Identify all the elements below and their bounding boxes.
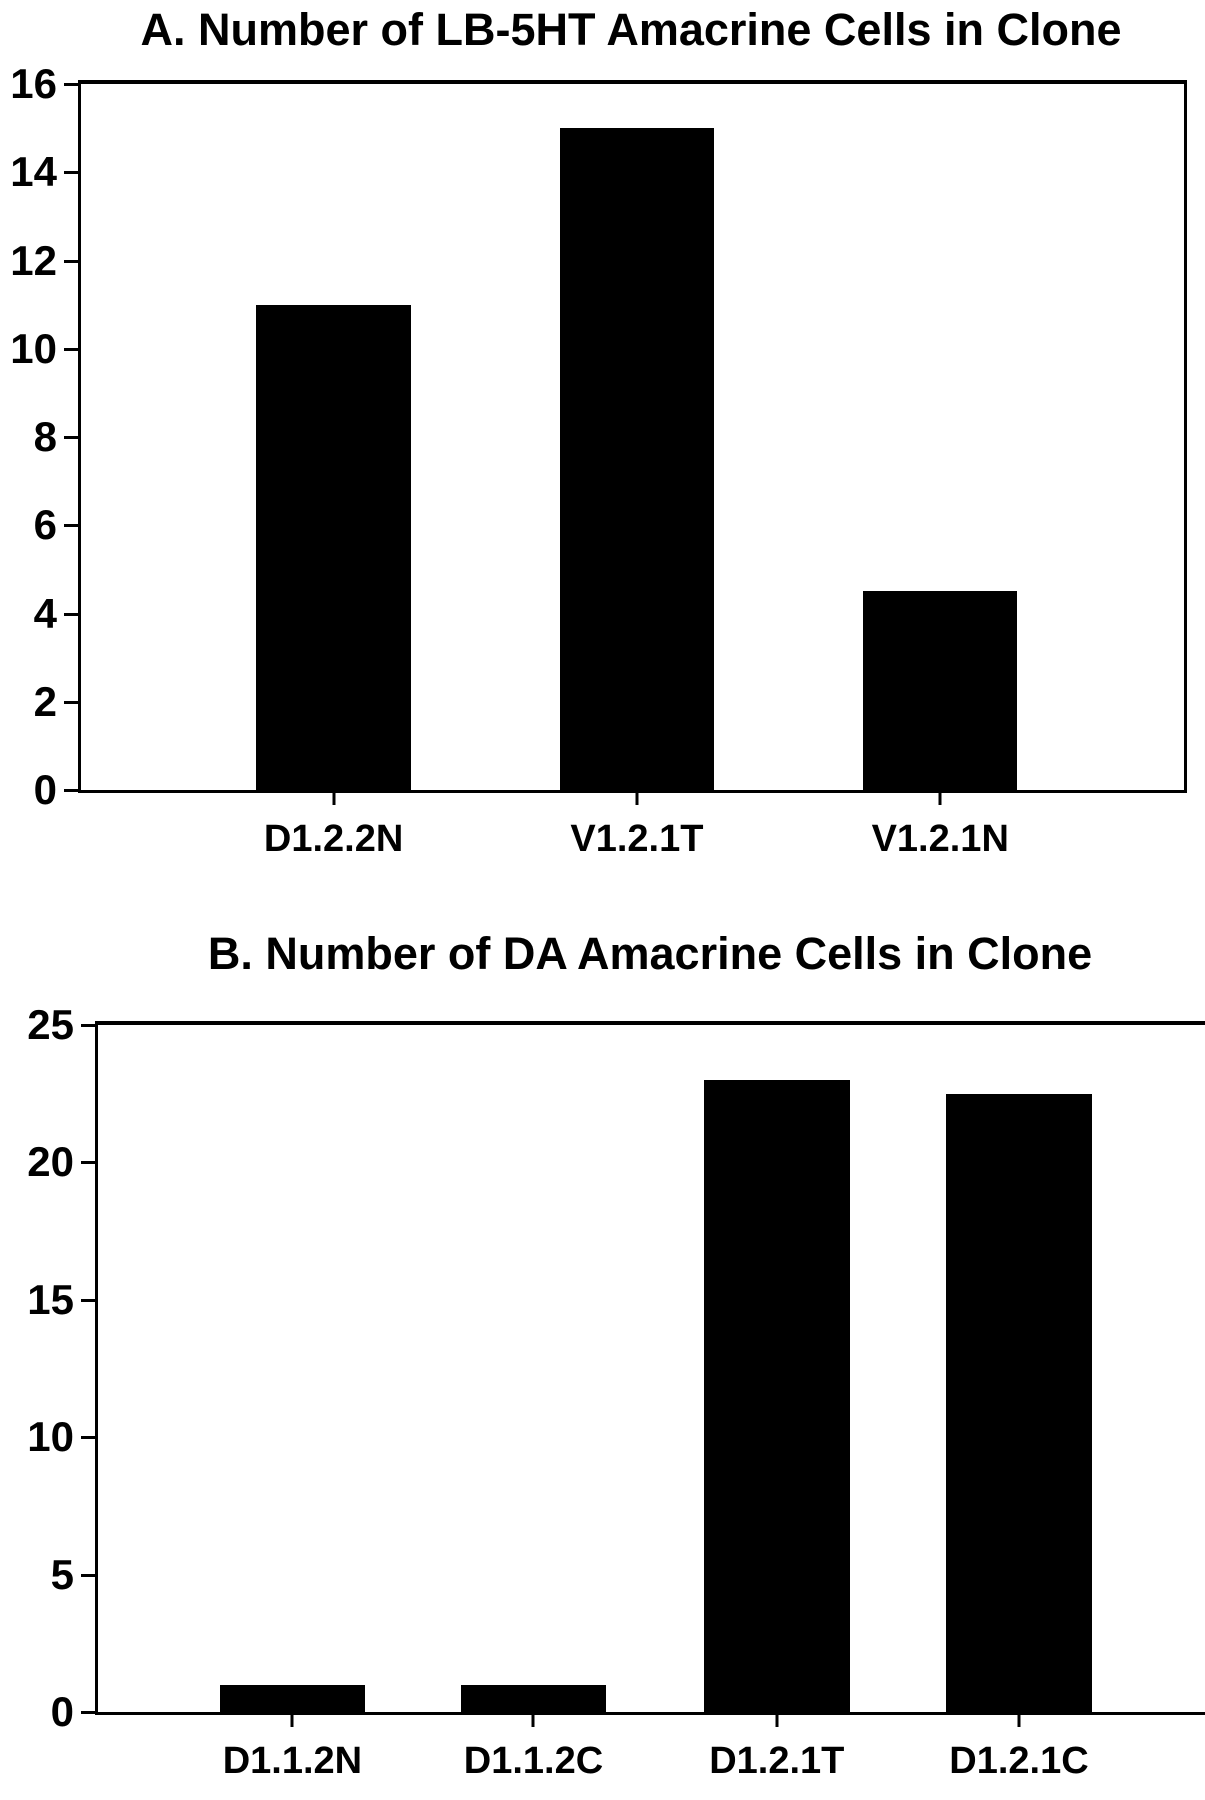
y-axis-tick-label: 5 xyxy=(50,1550,74,1598)
x-category-label-D1.2.1C: D1.2.1C xyxy=(949,1740,1089,1782)
x-category-label-D1.2.2N: D1.2.2N xyxy=(263,818,404,860)
chart-a-title: A. Number of LB-5HT Amacrine Cells in Cl… xyxy=(140,4,1122,55)
chart-b-title: B. Number of DA Amacrine Cells in Clone xyxy=(207,928,1093,979)
y-axis-tick-label: 8 xyxy=(33,413,57,460)
bar-V1.2.1N xyxy=(863,591,1018,790)
y-axis-tick-label: 2 xyxy=(33,677,57,725)
y-axis-tick-label: 4 xyxy=(33,589,57,637)
x-axis-tick xyxy=(1017,1712,1021,1727)
x-axis-tick xyxy=(531,1712,535,1727)
x-axis-tick xyxy=(290,1712,294,1727)
y-axis-tick-label: 6 xyxy=(33,501,57,549)
y-axis-tick-label: 10 xyxy=(27,1413,74,1461)
bar-D1.1.2C xyxy=(460,1684,607,1712)
bar-D1.2.2N xyxy=(256,304,411,790)
y-axis-tick xyxy=(64,347,81,351)
bar-D1.2.1T xyxy=(704,1079,850,1712)
x-category-label-V1.2.1T: V1.2.1T xyxy=(570,818,704,860)
y-axis-tick xyxy=(81,1436,98,1440)
bar-D1.2.1C xyxy=(946,1093,1092,1712)
x-category-label-D1.2.1T: D1.2.1T xyxy=(709,1740,845,1782)
x-category-label-D1.1.2C: D1.1.2C xyxy=(463,1740,604,1782)
y-axis-tick-label: 14 xyxy=(10,148,57,196)
y-axis-tick-label: 0 xyxy=(33,766,57,813)
y-axis-tick xyxy=(81,1573,98,1577)
chart-b-plot-area: 0 5 10 15 20 25 D1.1.2N D1.1.2C D1.2.1T D1.2.1C xyxy=(27,1004,1205,1780)
y-axis-tick xyxy=(64,524,81,528)
y-axis-tick xyxy=(64,436,81,439)
y-axis-tick xyxy=(81,1298,98,1302)
x-axis-tick xyxy=(938,790,942,805)
y-axis-tick xyxy=(64,171,81,175)
y-axis-tick xyxy=(64,789,81,792)
y-axis-tick-label: 10 xyxy=(10,324,57,372)
y-axis-tick-label: 0 xyxy=(50,1688,74,1735)
y-axis-tick xyxy=(64,259,81,263)
x-category-label-V1.2.1N: V1.2.1N xyxy=(871,818,1009,860)
y-axis-tick xyxy=(81,1161,98,1165)
y-axis-tick xyxy=(64,83,81,86)
y-axis-tick-label: 15 xyxy=(27,1275,74,1323)
y-axis-tick-label: 12 xyxy=(10,236,57,284)
x-category-label-D1.1.2N: D1.1.2N xyxy=(222,1740,363,1782)
y-axis-tick xyxy=(64,612,81,616)
x-axis-tick xyxy=(332,790,336,805)
y-axis-tick-label: 25 xyxy=(27,1001,74,1048)
y-axis-tick-label: 20 xyxy=(27,1138,74,1186)
bar-D1.1.2N xyxy=(219,1684,366,1712)
bar-V1.2.1T xyxy=(559,128,715,790)
y-axis-tick xyxy=(81,1711,98,1714)
chart-a-plot-area: 0 2 4 6 8 10 12 14 16 D1.2.2N V1.2.1T V1.2.1N xyxy=(10,63,1187,858)
x-axis-tick xyxy=(775,1712,779,1727)
x-axis-tick xyxy=(635,790,639,805)
y-axis-tick xyxy=(81,1024,98,1027)
y-axis-tick xyxy=(64,700,81,704)
y-axis-tick-label: 16 xyxy=(10,60,57,107)
